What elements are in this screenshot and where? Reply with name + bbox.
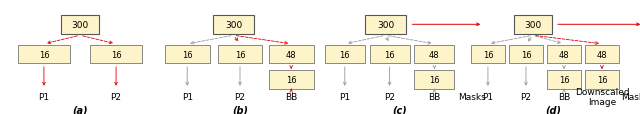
- FancyBboxPatch shape: [218, 46, 262, 64]
- Text: Masks: Masks: [621, 92, 640, 101]
- Text: P1: P1: [38, 92, 49, 101]
- Text: (c): (c): [392, 105, 408, 114]
- Text: 16: 16: [520, 50, 531, 59]
- Text: 16: 16: [235, 50, 245, 59]
- Text: Masks: Masks: [458, 92, 486, 101]
- FancyBboxPatch shape: [212, 15, 255, 35]
- Text: BB: BB: [285, 92, 298, 101]
- Text: 48: 48: [596, 50, 607, 59]
- FancyBboxPatch shape: [269, 46, 314, 64]
- FancyBboxPatch shape: [470, 46, 505, 64]
- Text: (d): (d): [545, 105, 562, 114]
- Text: 16: 16: [384, 50, 395, 59]
- Text: 16: 16: [38, 50, 49, 59]
- FancyBboxPatch shape: [90, 46, 142, 64]
- FancyBboxPatch shape: [61, 15, 99, 35]
- FancyBboxPatch shape: [415, 46, 454, 64]
- FancyBboxPatch shape: [370, 46, 410, 64]
- Text: P1: P1: [182, 92, 193, 101]
- Text: P2: P2: [234, 92, 246, 101]
- FancyBboxPatch shape: [547, 71, 581, 89]
- FancyBboxPatch shape: [164, 46, 209, 64]
- FancyBboxPatch shape: [365, 15, 406, 35]
- FancyBboxPatch shape: [514, 15, 552, 35]
- Text: P1: P1: [483, 92, 493, 101]
- Text: 16: 16: [559, 75, 570, 84]
- Text: 48: 48: [286, 50, 296, 59]
- Text: 300: 300: [377, 21, 394, 30]
- FancyBboxPatch shape: [18, 46, 70, 64]
- Text: 48: 48: [559, 50, 570, 59]
- Text: 300: 300: [72, 21, 88, 30]
- Text: 16: 16: [429, 75, 440, 84]
- FancyBboxPatch shape: [269, 71, 314, 89]
- Text: 300: 300: [524, 21, 541, 30]
- FancyBboxPatch shape: [547, 46, 581, 64]
- Text: 16: 16: [111, 50, 122, 59]
- FancyBboxPatch shape: [324, 46, 365, 64]
- Text: 16: 16: [596, 75, 607, 84]
- FancyBboxPatch shape: [509, 46, 543, 64]
- FancyBboxPatch shape: [585, 71, 620, 89]
- Text: 48: 48: [429, 50, 440, 59]
- Text: 16: 16: [286, 75, 296, 84]
- Text: 300: 300: [225, 21, 242, 30]
- Text: Downscaled
Image: Downscaled Image: [575, 87, 629, 106]
- FancyBboxPatch shape: [585, 46, 620, 64]
- Text: BB: BB: [428, 92, 440, 101]
- Text: 16: 16: [483, 50, 493, 59]
- FancyBboxPatch shape: [415, 71, 454, 89]
- Text: P1: P1: [339, 92, 350, 101]
- Text: (a): (a): [72, 105, 88, 114]
- Text: (b): (b): [232, 105, 248, 114]
- Text: BB: BB: [558, 92, 570, 101]
- Text: P2: P2: [111, 92, 122, 101]
- Text: 16: 16: [182, 50, 193, 59]
- Text: 16: 16: [339, 50, 350, 59]
- Text: P2: P2: [384, 92, 395, 101]
- Text: P2: P2: [520, 92, 531, 101]
